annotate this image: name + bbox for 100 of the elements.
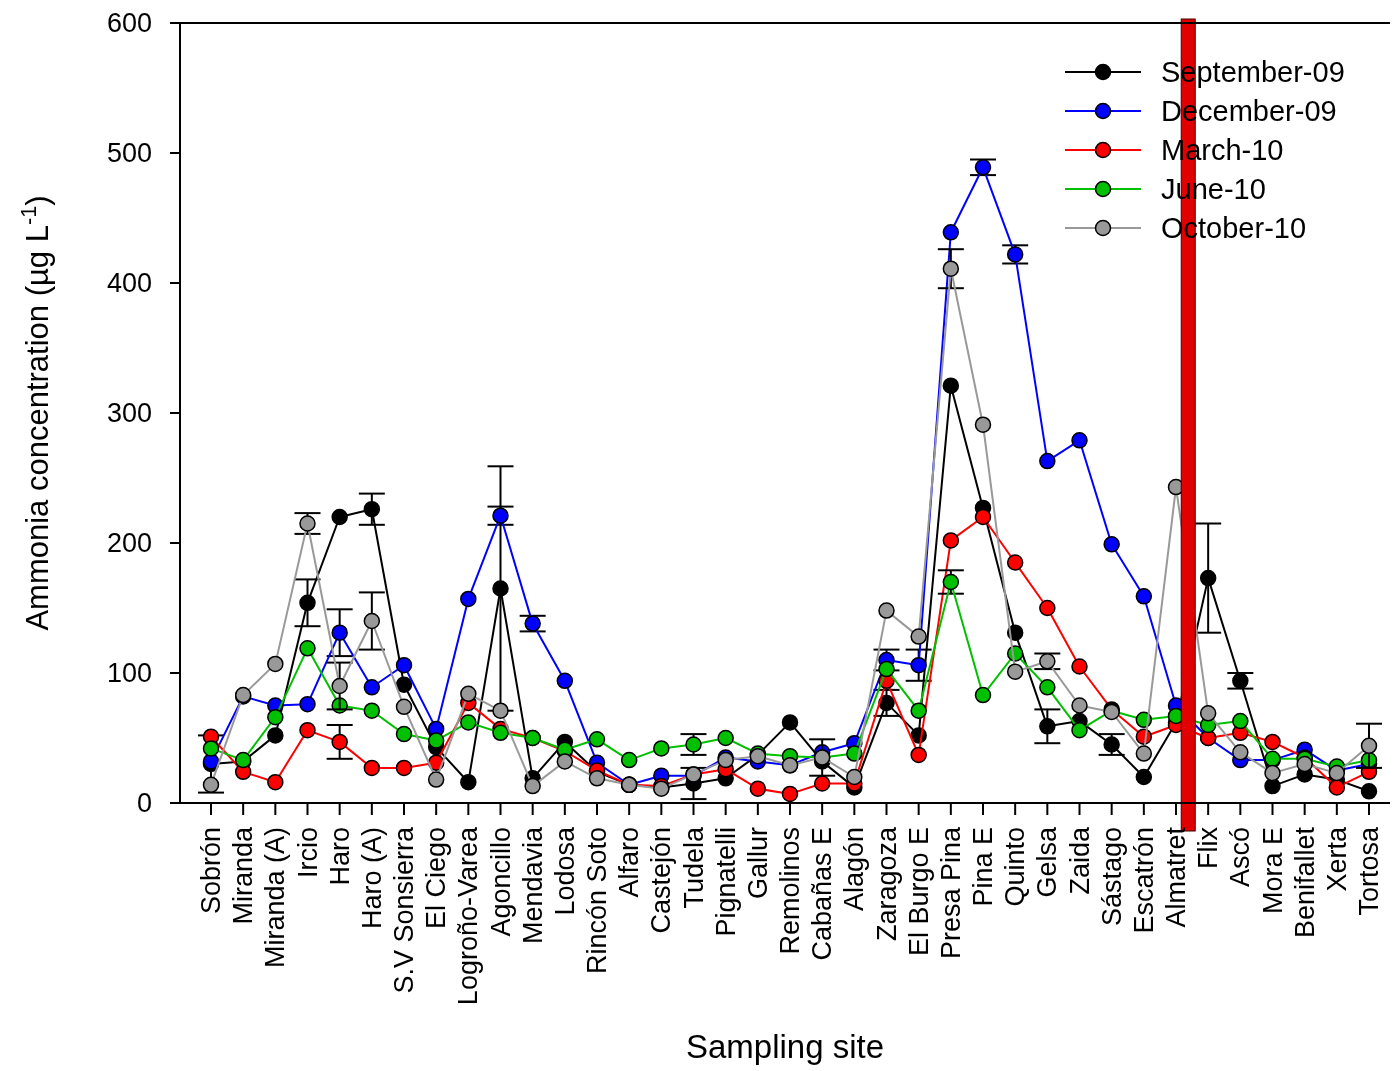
point	[1071, 432, 1088, 449]
x-tick-label: Ascó	[1225, 827, 1256, 888]
point	[395, 676, 413, 693]
point	[299, 515, 316, 532]
x-tick-label: El Burgo E	[903, 827, 934, 957]
x-tick-label: Alagón	[839, 827, 870, 912]
point	[331, 733, 348, 751]
point	[685, 736, 702, 753]
y-tick-label: 100	[106, 658, 152, 689]
point	[395, 725, 413, 743]
point	[460, 773, 477, 791]
point	[202, 776, 220, 794]
x-tick-label: Escatrón	[1128, 827, 1159, 934]
x-tick-label: Pignatelli	[710, 827, 741, 937]
x-tick-label: Mendavia	[517, 826, 548, 945]
point	[942, 532, 960, 549]
x-tick-label: Gallur	[742, 827, 773, 900]
point	[974, 416, 992, 433]
x-tick-label: Zaida	[1064, 826, 1095, 895]
y-tick-label: 400	[106, 268, 152, 299]
point	[878, 694, 895, 712]
y-tick-label: 500	[106, 138, 152, 169]
point	[395, 698, 413, 716]
x-tick-label: Castejón	[646, 827, 677, 934]
point	[427, 771, 445, 788]
point	[363, 759, 381, 777]
point	[846, 768, 863, 786]
point	[1006, 246, 1024, 263]
point	[974, 508, 992, 526]
point	[427, 732, 445, 749]
point	[492, 724, 509, 742]
point	[1135, 745, 1153, 762]
point	[1199, 705, 1217, 722]
point	[620, 751, 638, 769]
x-tick-label: Alfaro	[614, 827, 645, 898]
point	[395, 759, 413, 777]
x-tick-label: Remolinos	[775, 827, 805, 955]
point	[363, 702, 381, 719]
point	[267, 773, 284, 791]
x-tick-label: Pina E	[968, 827, 998, 907]
point	[974, 159, 992, 176]
point	[1039, 599, 1056, 617]
x-tick-label: Mora E	[1257, 827, 1288, 915]
point	[1039, 653, 1056, 670]
x-tick-label: Sástago	[1096, 827, 1127, 927]
x-tick-label: Tudela	[678, 826, 709, 909]
point	[878, 660, 895, 678]
point	[878, 602, 895, 619]
point	[588, 731, 606, 748]
point	[1360, 783, 1378, 800]
x-tick-label: Lodosa	[549, 826, 580, 916]
y-tick-label: 600	[106, 8, 152, 39]
point	[1264, 733, 1281, 751]
point	[1232, 744, 1249, 761]
point	[299, 640, 316, 657]
point	[1103, 536, 1120, 553]
x-tick-label: Gelsa	[1032, 826, 1063, 898]
point	[492, 507, 509, 524]
point	[910, 702, 927, 719]
point	[267, 655, 284, 673]
y-tick-label: 0	[136, 788, 152, 819]
point	[1039, 679, 1056, 696]
x-tick-label: Sobrón	[196, 827, 226, 915]
x-tick-label: Miranda (A)	[260, 827, 291, 969]
x-tick-label: Miranda	[228, 826, 259, 925]
point	[524, 777, 541, 795]
x-tick-label: Agoncillo	[485, 827, 516, 937]
point	[202, 740, 220, 757]
point	[299, 721, 316, 739]
point	[942, 377, 960, 394]
point	[1071, 658, 1088, 675]
point	[1328, 779, 1346, 796]
point	[363, 612, 381, 630]
y-tick-label: 300	[106, 398, 152, 429]
point	[267, 727, 284, 744]
point	[492, 702, 509, 719]
point	[1232, 672, 1249, 690]
point	[363, 500, 381, 518]
point	[910, 628, 927, 645]
point	[1039, 452, 1056, 470]
point	[1264, 764, 1281, 782]
point	[910, 656, 927, 674]
x-tick-label: Xerta	[1321, 826, 1352, 892]
point	[524, 615, 541, 632]
point	[1296, 755, 1313, 773]
point	[974, 686, 992, 704]
point	[1006, 554, 1024, 571]
y-tick-label: 200	[106, 528, 152, 559]
point	[1135, 768, 1153, 786]
point	[460, 714, 477, 731]
point	[1071, 697, 1088, 714]
point	[942, 224, 960, 241]
x-tick-label: Rincón Soto	[582, 827, 612, 975]
x-axis-title: Sampling site	[685, 1028, 885, 1065]
point	[717, 729, 734, 747]
point	[299, 594, 316, 612]
x-tick-label: Flix	[1193, 826, 1224, 869]
x-tick-label: Haro	[324, 827, 355, 886]
point	[299, 695, 316, 713]
x-tick-label: Presa Pina	[935, 826, 966, 960]
